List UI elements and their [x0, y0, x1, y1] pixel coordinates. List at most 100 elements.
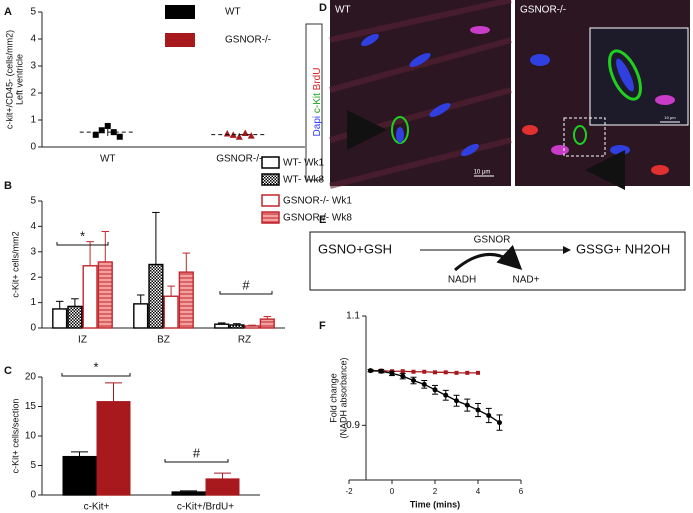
y-tick-label: 4 [30, 34, 36, 45]
micrograph: 10 μm WT [329, 0, 512, 189]
stain: Dapi [312, 116, 323, 137]
x-tick-label: IZ [78, 335, 87, 346]
point [389, 370, 395, 376]
point [475, 407, 481, 413]
legend-label: WT [225, 7, 241, 18]
products: GSSG+ NH2OH [576, 241, 670, 256]
stain-legend-box [305, 23, 323, 181]
bar [148, 263, 164, 329]
bar [52, 308, 68, 329]
panel-letter: A [4, 6, 12, 18]
x-tick-label: BZ [157, 335, 170, 346]
bar [214, 323, 230, 329]
legend-swatch [165, 33, 195, 47]
x-tick-label: c-Kit+ [84, 502, 110, 513]
x-tick-label: 4 [476, 487, 481, 496]
enzyme: GSNOR [474, 235, 511, 246]
point [400, 369, 405, 374]
scale-bar: 10 μm [474, 170, 491, 176]
point [411, 369, 416, 374]
legend-swatch [261, 173, 280, 186]
bar [178, 271, 194, 329]
point [454, 370, 459, 375]
y-tick-label: 0 [30, 490, 36, 501]
legend-label: GSNOR-/- [225, 35, 271, 46]
bar [97, 261, 113, 329]
point [433, 370, 437, 375]
point [368, 368, 373, 374]
point [116, 133, 123, 140]
x-axis-label: Time (mins) [410, 499, 460, 509]
x-tick-label: RZ [238, 335, 251, 346]
legend-swatch [165, 5, 195, 19]
y-tick-label: 5 [30, 196, 36, 207]
x-tick-label: GSNOR-/- [216, 154, 262, 165]
y-tick-label: 1 [30, 297, 36, 308]
x-tick-label: -2 [345, 487, 353, 496]
point [465, 370, 470, 375]
point [98, 127, 105, 134]
image-label: GSNOR-/- [520, 5, 566, 16]
x-tick-label: WT [100, 154, 116, 165]
point [476, 370, 480, 375]
significance-bracket [219, 291, 273, 295]
x-tick-label: c-Kit+/BrdU+ [177, 502, 234, 513]
significance-bracket [61, 373, 131, 377]
bar [229, 324, 245, 329]
panel-letter: B [4, 180, 12, 192]
y-tick-label: 0.9 [346, 420, 360, 431]
stain: BrdU [312, 68, 323, 91]
y-tick-label: 5 [30, 7, 36, 18]
bar [244, 325, 260, 329]
stain: c-Kit [312, 93, 323, 113]
bar [259, 318, 275, 329]
point [432, 387, 438, 393]
series-line [370, 370, 500, 424]
legend-swatch [261, 194, 280, 207]
y-tick-label: 0 [30, 142, 36, 153]
cofactor-in: NADH [448, 275, 476, 286]
y-tick-label: 10 [25, 431, 37, 442]
panel-letter: E [319, 214, 326, 226]
point [235, 133, 243, 140]
annotation: * [93, 359, 98, 374]
point [443, 370, 448, 375]
cofactor-arrow [454, 244, 523, 272]
y-tick-label: 1 [30, 115, 36, 126]
point [247, 132, 255, 139]
bar [62, 455, 97, 496]
cofactor-out: NAD+ [513, 275, 540, 286]
bar [205, 478, 240, 496]
y-tick-label: 15 [25, 401, 37, 412]
y-tick-label: 5 [30, 460, 36, 471]
y-axis-label: (NADH absorbance) [338, 357, 348, 438]
x-tick-label: 6 [519, 487, 524, 496]
reactants: GSNO+GSH [318, 241, 392, 256]
panel-letter: C [4, 365, 12, 377]
bar [171, 491, 206, 496]
point [464, 402, 470, 408]
point [92, 131, 99, 138]
legend-label: GSNOR-/- Wk1 [283, 196, 352, 207]
point [497, 420, 502, 426]
bar [96, 401, 131, 496]
legend-label: WT- Wk1 [283, 158, 325, 169]
y-axis-label: c-Kit+ cells/section [10, 399, 20, 474]
y-axis-label: Left ventricle [14, 54, 24, 105]
point [454, 398, 459, 404]
annotation: * [80, 228, 85, 243]
bar [133, 303, 149, 329]
x-tick-label: 2 [433, 487, 438, 496]
legend-swatch [261, 211, 280, 224]
bar [67, 305, 83, 329]
y-tick-label: 20 [25, 372, 37, 383]
point [378, 368, 384, 374]
y-tick-label: 1.1 [346, 311, 360, 322]
point [223, 130, 231, 137]
point [486, 412, 492, 418]
point [110, 129, 117, 136]
significance-bracket [164, 459, 229, 463]
panel-letter: D [319, 2, 327, 14]
